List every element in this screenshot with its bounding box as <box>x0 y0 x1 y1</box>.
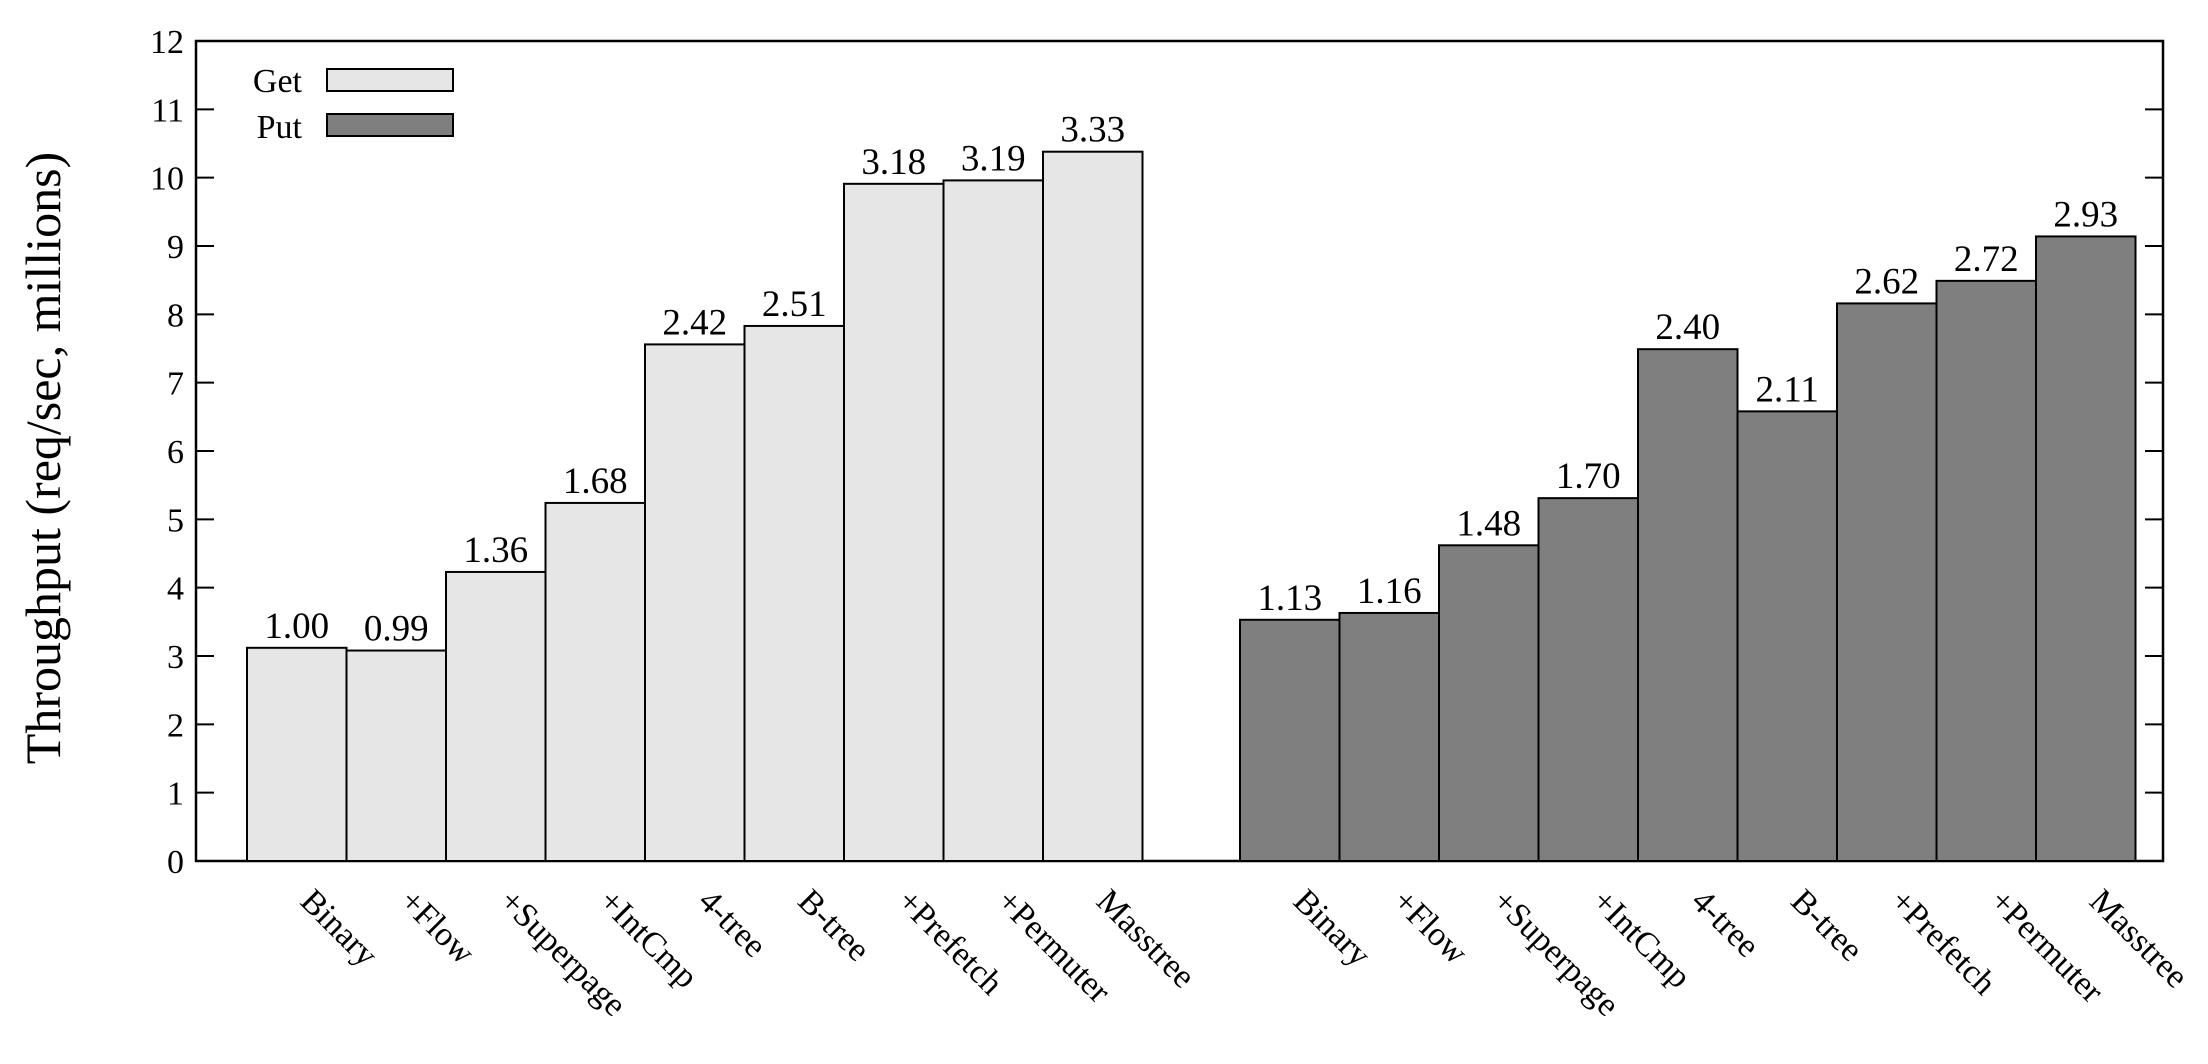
bar-value-label: 1.16 <box>1357 571 1422 612</box>
bar-value-label: 2.40 <box>1655 307 1720 348</box>
bar-value-label: 2.42 <box>662 302 727 343</box>
bar-value-label: 3.33 <box>1060 110 1125 151</box>
bar <box>1438 544 1540 862</box>
bar <box>942 179 1044 862</box>
legend-swatch-put <box>326 113 454 137</box>
bar-value-label: 1.13 <box>1257 578 1322 619</box>
category-label: 4-tree <box>1684 882 1766 964</box>
y-tick-label: 5 <box>167 502 184 539</box>
bar <box>544 501 646 862</box>
y-tick-label: 4 <box>167 571 184 608</box>
y-tick-label: 0 <box>167 844 184 881</box>
bar <box>1042 150 1144 862</box>
bar-value-label: 2.11 <box>1756 369 1819 410</box>
category-label: +Flow <box>393 882 482 971</box>
y-tick-label: 3 <box>167 639 184 676</box>
bar-value-label: 2.62 <box>1854 261 1919 302</box>
category-label: +Prefetch <box>890 882 1010 1002</box>
y-tick-label: 9 <box>167 229 184 266</box>
series-get: 1.00Binary0.99+Flow1.36+Superpage1.68+In… <box>246 110 1202 1024</box>
bar-value-label: 2.72 <box>1954 239 2019 280</box>
y-tick-label: 6 <box>167 434 184 471</box>
y-tick-label: 2 <box>167 707 184 744</box>
bar <box>1836 302 1938 862</box>
y-tick-label: 8 <box>167 297 184 334</box>
category-label: Binary <box>1286 882 1378 974</box>
legend: Get Put <box>253 63 454 146</box>
bar-value-label: 2.51 <box>762 284 827 325</box>
bar <box>743 324 845 862</box>
category-label: +Flow <box>1386 882 1475 971</box>
bar <box>1935 279 2037 863</box>
bar <box>843 182 945 863</box>
legend-swatch-get <box>326 68 454 92</box>
category-label: +Prefetch <box>1883 882 2003 1002</box>
bar-value-label: 3.18 <box>861 142 926 183</box>
y-tick-label: 10 <box>150 161 184 198</box>
category-label: 4-tree <box>691 882 773 964</box>
bar-value-label: 1.68 <box>563 461 628 502</box>
bar <box>445 570 547 862</box>
y-tick-label: 1 <box>167 776 184 813</box>
legend-label-get: Get <box>253 63 303 100</box>
y-axis-title: Throughput (req/sec, millions) <box>15 152 71 764</box>
legend-label-put: Put <box>257 109 303 146</box>
bar <box>1637 348 1739 862</box>
bar-value-label: 2.93 <box>2053 194 2118 235</box>
bar <box>246 646 348 862</box>
bar <box>1239 618 1341 862</box>
category-label: Binary <box>293 882 385 974</box>
bar <box>2035 235 2137 862</box>
bar-value-label: 1.48 <box>1456 503 1521 544</box>
series-put: 1.13Binary1.16+Flow1.48+Superpage1.70+In… <box>1239 194 2195 1024</box>
bar-value-label: 0.99 <box>364 609 429 650</box>
y-tick-label: 11 <box>151 92 184 129</box>
category-label: B-tree <box>1784 882 1870 968</box>
bar-value-label: 1.00 <box>264 606 329 647</box>
bar-value-label: 3.19 <box>961 138 1026 179</box>
y-tick-label: 7 <box>167 366 184 403</box>
bar <box>345 649 447 862</box>
bar <box>1338 611 1440 863</box>
y-tick-label: 12 <box>150 24 184 61</box>
bar <box>1537 497 1639 862</box>
category-label: B-tree <box>791 882 877 968</box>
bar-value-label: 1.70 <box>1556 456 1621 497</box>
bar <box>644 343 746 862</box>
bar-value-label: 1.36 <box>463 530 528 571</box>
bar <box>1736 410 1838 862</box>
